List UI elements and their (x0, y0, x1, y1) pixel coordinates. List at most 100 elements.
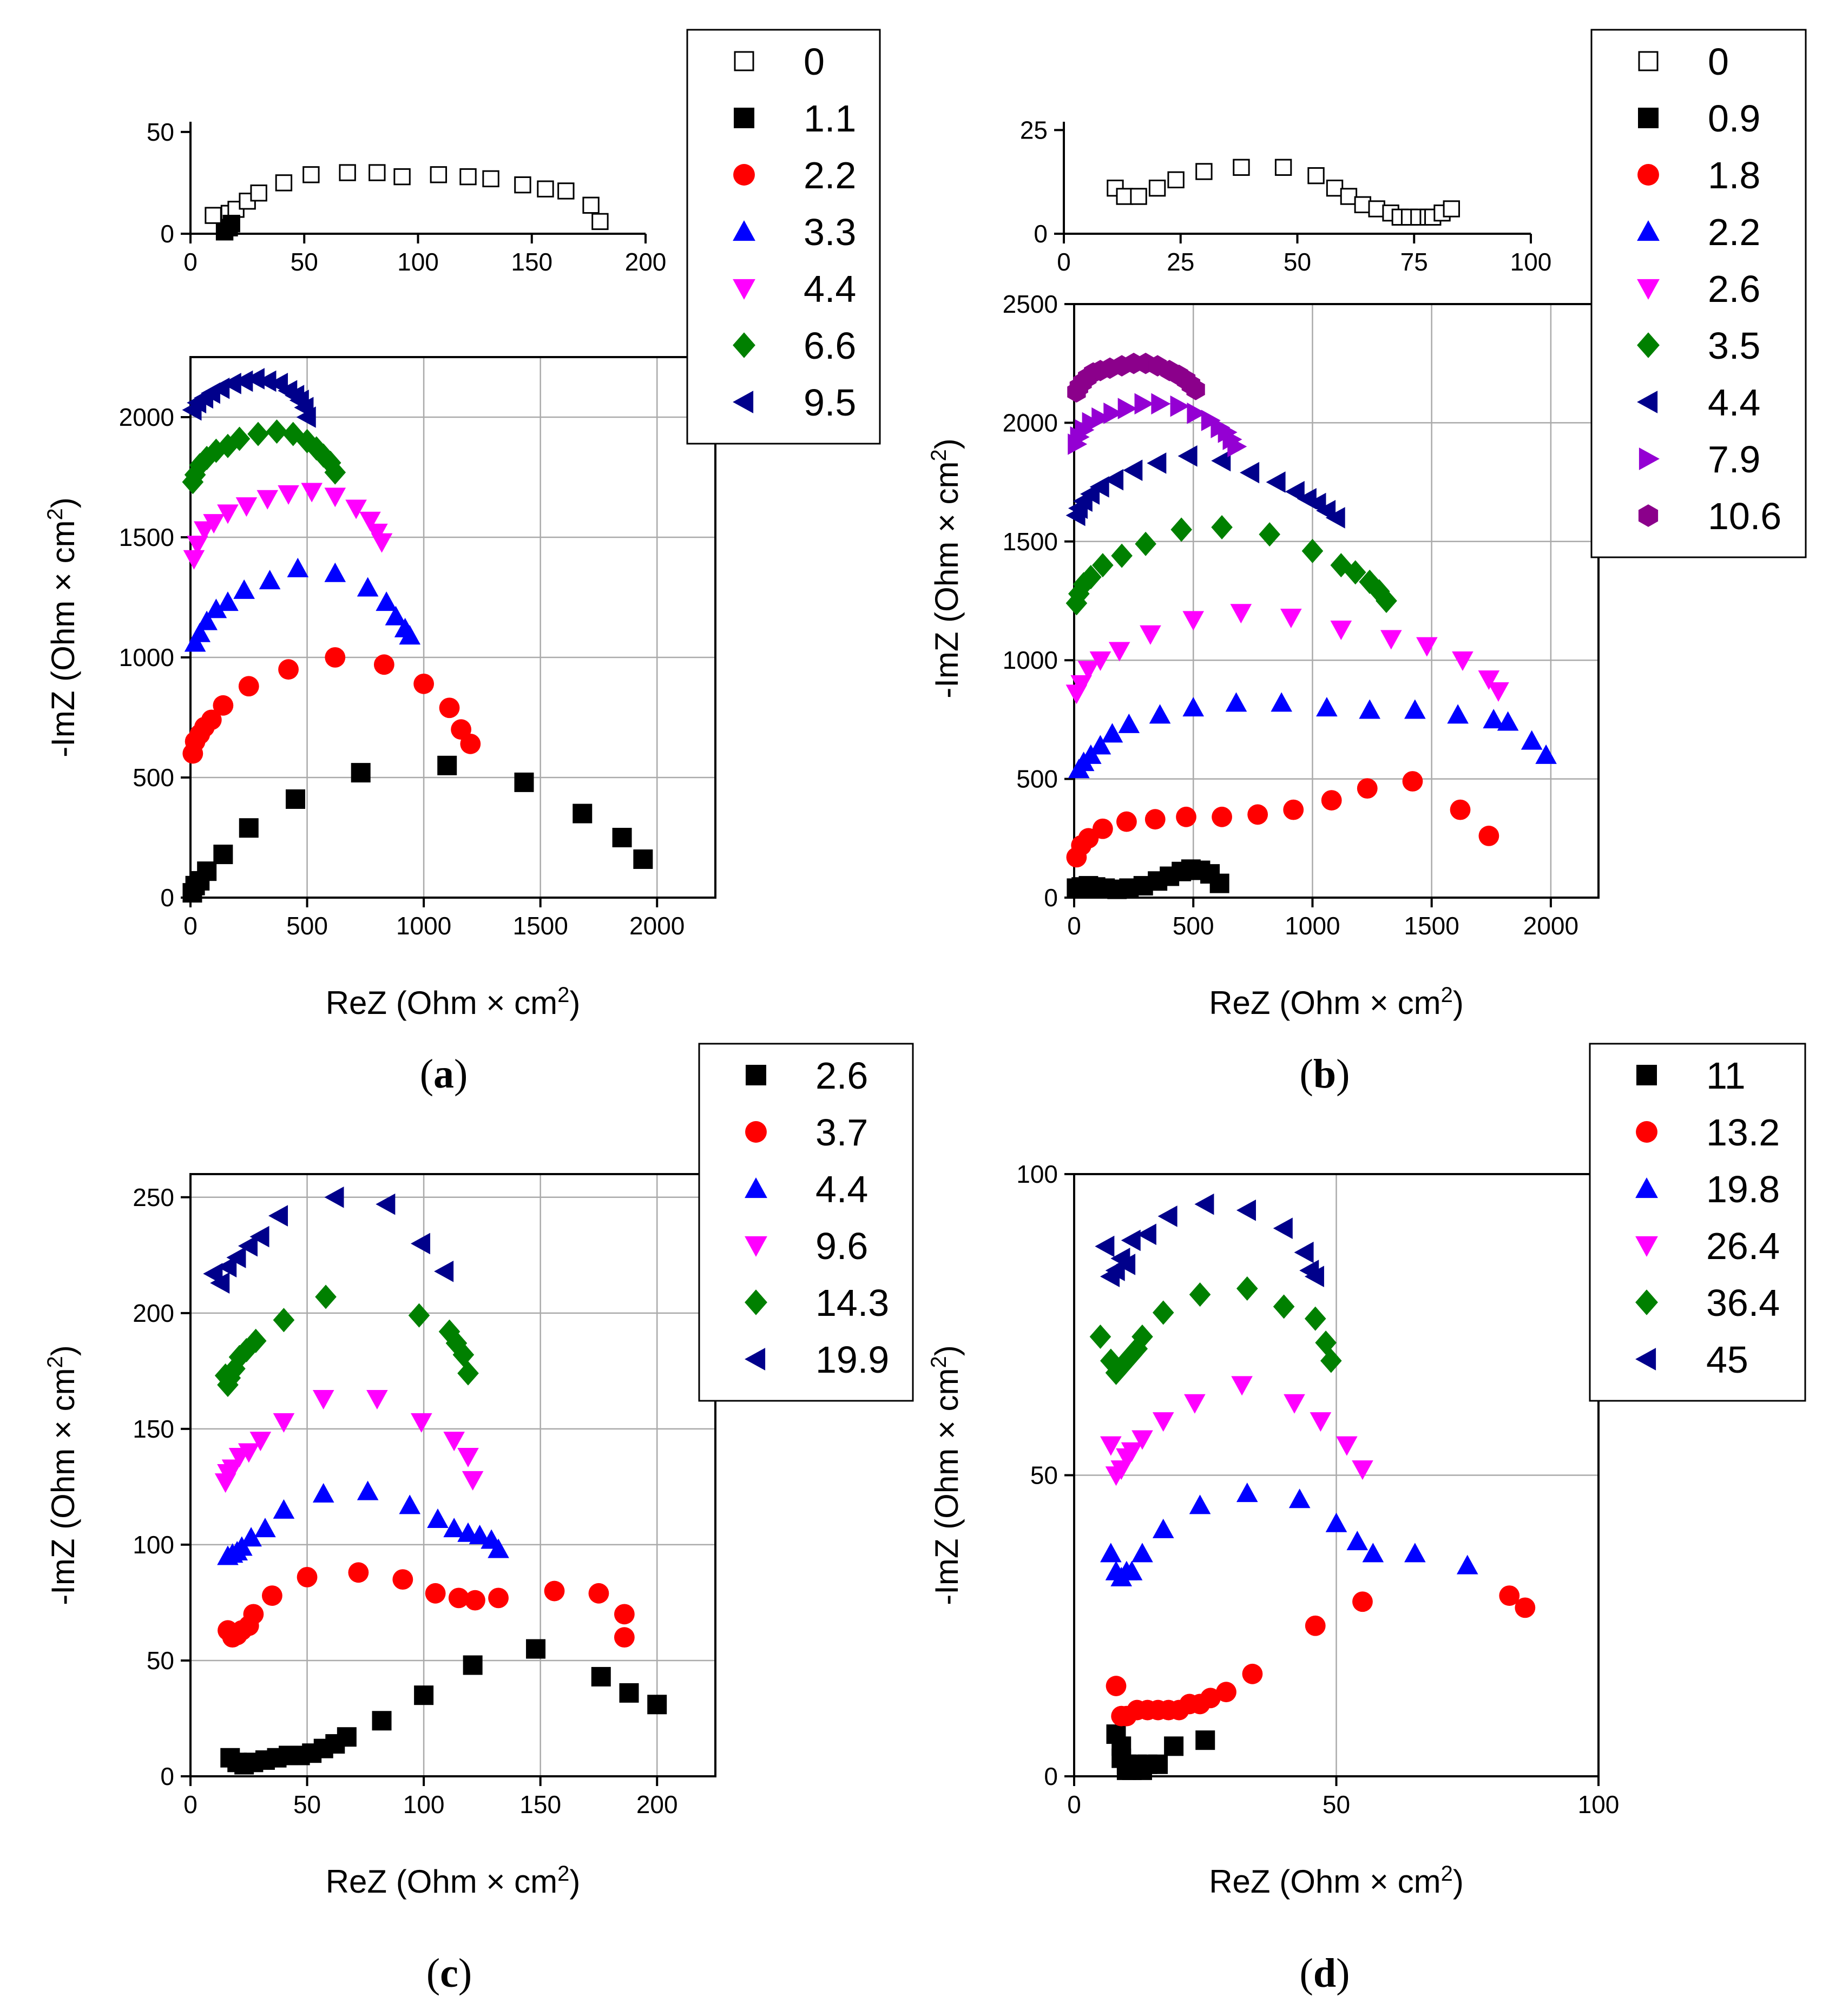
data-point (438, 1319, 460, 1344)
legend-label: 9.6 (815, 1225, 868, 1267)
data-point (324, 1187, 344, 1208)
data-point (266, 419, 288, 444)
data-point (228, 426, 251, 451)
data-point (1456, 1554, 1478, 1574)
data-point (1352, 1460, 1373, 1480)
y-tick-label: 1000 (119, 643, 174, 671)
x-tick-label: 2000 (629, 912, 685, 940)
x-tick-label: 50 (293, 1790, 321, 1819)
data-point (1271, 692, 1292, 712)
data-point (1515, 1597, 1536, 1618)
data-point (1211, 515, 1233, 539)
series-2.6 (220, 1639, 667, 1775)
data-point (233, 370, 253, 392)
data-point (1376, 589, 1397, 613)
y-tick-label: 0 (1044, 1762, 1058, 1790)
data-point (324, 562, 346, 582)
x-tick-label: 500 (1173, 912, 1214, 940)
legend-d: 11 13.2 19.8 26.4 36.4 45 (1589, 1043, 1806, 1402)
data-point (1131, 1543, 1153, 1563)
legend-marker (1637, 220, 1660, 241)
data-point (357, 1480, 379, 1500)
data-point (1095, 1235, 1115, 1257)
data-point (1352, 1591, 1373, 1612)
data-point (1266, 471, 1286, 493)
series-3.7 (218, 1562, 635, 1648)
data-point (217, 591, 239, 611)
data-point (359, 511, 381, 531)
legend-label: 19.9 (815, 1339, 889, 1381)
data-point (427, 1508, 449, 1529)
legend-label: 45 (1706, 1339, 1748, 1381)
x-tick-label: 1500 (1404, 912, 1459, 940)
data-point (1274, 159, 1292, 176)
data-point (1404, 1543, 1426, 1563)
legend-marker (745, 1121, 767, 1143)
svg-text:(c): (c) (426, 1951, 472, 1996)
x-tick-label: 75 (1400, 248, 1428, 276)
x-tick-label: 100 (1578, 1790, 1620, 1819)
data-point (1247, 804, 1268, 825)
x-tick-label: 100 (1510, 248, 1552, 276)
chart-a-inset: 0 50 100 150 200 0 50 (147, 118, 667, 276)
data-point (1478, 670, 1500, 690)
data-point (1499, 1585, 1520, 1606)
data-point (369, 164, 386, 181)
series-2.6 (1065, 604, 1509, 704)
legend-label: 13.2 (1706, 1111, 1780, 1154)
legend-marker (1636, 1065, 1657, 1085)
data-point (1131, 1325, 1153, 1349)
legend-marker (733, 279, 755, 300)
data-point (445, 1330, 468, 1355)
data-point (1273, 1217, 1293, 1239)
data-point (1447, 704, 1469, 724)
data-point (183, 550, 205, 570)
data-point (1336, 1436, 1358, 1456)
data-point (376, 1193, 396, 1215)
panel-label-d: (d) (1300, 1951, 1350, 1996)
legend-marker (1635, 1177, 1658, 1198)
series-0 (205, 164, 609, 230)
data-point (1340, 188, 1358, 205)
legend-marker (1635, 1236, 1658, 1257)
data-point (373, 654, 394, 675)
legend-marker (733, 220, 755, 241)
data-point (465, 1590, 485, 1611)
data-point (469, 1525, 491, 1544)
data-point (1236, 1199, 1256, 1221)
series-3.5 (1065, 515, 1397, 616)
data-point (591, 1666, 611, 1686)
data-point (1106, 1676, 1127, 1696)
data-point (1285, 480, 1305, 503)
data-point (1211, 450, 1231, 472)
y-tick-label: 100 (1016, 1160, 1058, 1188)
x-axis-label: ReZ (Ohm × cm2) (1209, 1862, 1464, 1900)
legend-label: 3.7 (815, 1111, 868, 1154)
data-point (1380, 630, 1402, 650)
data-point (1535, 744, 1557, 764)
data-point (217, 504, 239, 524)
data-point (1130, 188, 1147, 205)
data-point (254, 1518, 276, 1538)
data-point (221, 373, 241, 394)
data-point (633, 849, 653, 869)
data-point (612, 828, 632, 847)
series-11 (1106, 1724, 1215, 1780)
data-point (372, 1711, 392, 1731)
y-axis-label: -ImZ (Ohm × cm2) (43, 497, 81, 757)
data-point (348, 1562, 369, 1583)
legend-marker (1637, 391, 1658, 413)
panel-label-b: (b) (1300, 1051, 1350, 1097)
series-9.5 (182, 368, 316, 428)
y-axis-label: -ImZ (Ohm × cm2) (927, 438, 965, 699)
data-point (1230, 604, 1252, 624)
x-axis-label: ReZ (Ohm × cm2) (1209, 983, 1464, 1021)
data-point (297, 1566, 318, 1587)
data-point (256, 370, 277, 392)
data-point (1359, 699, 1380, 719)
data-point (259, 570, 281, 590)
legend-marker (1637, 279, 1660, 300)
legend-marker (1635, 1289, 1658, 1315)
data-point (514, 772, 534, 792)
